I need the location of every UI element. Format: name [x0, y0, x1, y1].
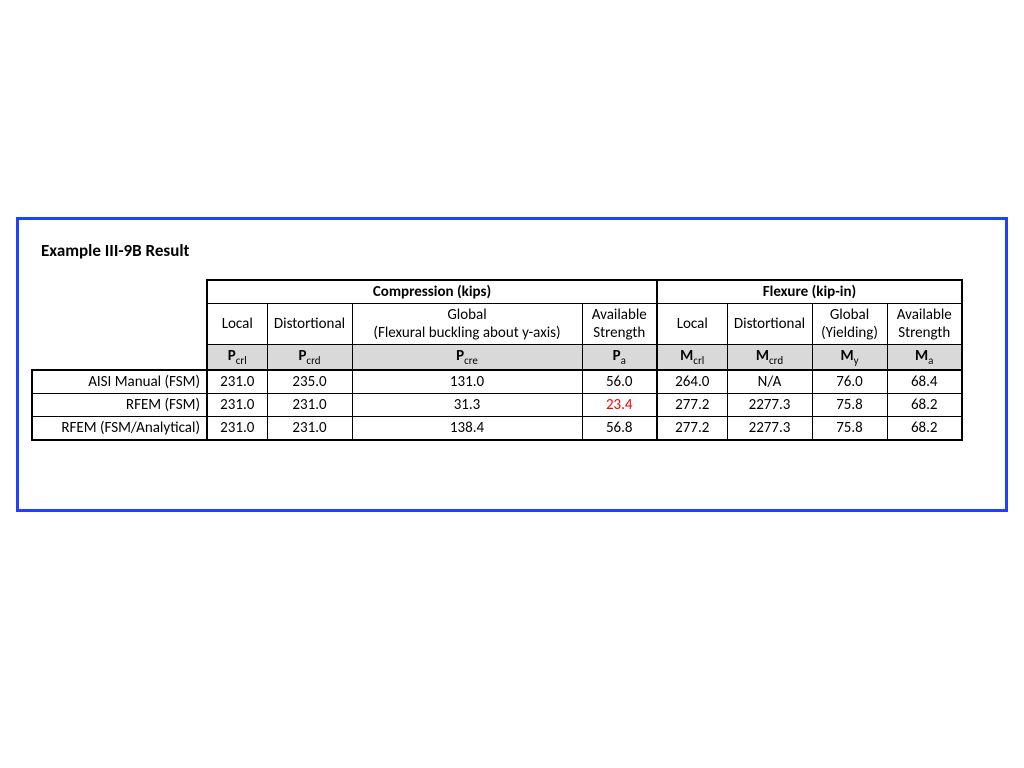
col-global-flex: Global (Yielding) — [812, 304, 887, 345]
header-row-symbols: Pcrl Pcrd Pcre Pa Mcrl Mcrd My Ma — [32, 345, 962, 371]
col-global-comp-l1: Global — [447, 306, 486, 324]
cell: 231.0 — [267, 417, 352, 441]
col-global-flex-l1: Global — [830, 306, 869, 324]
cell: 231.0 — [207, 370, 267, 394]
col-available-flex-l2: Strength — [898, 324, 950, 342]
flexure-header: Flexure (kip-in) — [657, 280, 962, 304]
result-table: Compression (kips) Flexure (kip-in) Loca… — [31, 279, 963, 441]
cell: 56.0 — [582, 370, 657, 394]
table-row: AISI Manual (FSM) 231.0 235.0 131.0 56.0… — [32, 370, 962, 394]
sym-ma: Ma — [887, 345, 962, 371]
cell: N/A — [727, 370, 812, 394]
col-global-comp: Global (Flexural buckling about y-axis) — [352, 304, 582, 345]
header-row-groups: Compression (kips) Flexure (kip-in) — [32, 280, 962, 304]
cell: 2277.3 — [727, 394, 812, 417]
cell: 235.0 — [267, 370, 352, 394]
sym-pcrl: Pcrl — [207, 345, 267, 371]
col-distortional-flex: Distortional — [727, 304, 812, 345]
col-available-flex-l1: Available — [897, 306, 952, 324]
cell: 231.0 — [267, 394, 352, 417]
col-available-comp-l2: Strength — [593, 324, 645, 342]
col-global-comp-l2: (Flexural buckling about y-axis) — [373, 324, 560, 342]
sym-pcrd: Pcrd — [267, 345, 352, 371]
cell: 131.0 — [352, 370, 582, 394]
cell: 75.8 — [812, 394, 887, 417]
cell-highlight: 23.4 — [582, 394, 657, 417]
cell: 277.2 — [657, 394, 727, 417]
table-row: RFEM (FSM/Analytical) 231.0 231.0 138.4 … — [32, 417, 962, 441]
sym-mcrl: Mcrl — [657, 345, 727, 371]
col-available-comp: Available Strength — [582, 304, 657, 345]
cell: 68.4 — [887, 370, 962, 394]
row-label: AISI Manual (FSM) — [32, 370, 207, 394]
cell: 231.0 — [207, 417, 267, 441]
cell: 56.8 — [582, 417, 657, 441]
page-title: Example III-9B Result — [31, 240, 993, 261]
col-distortional-comp: Distortional — [267, 304, 352, 345]
row-label: RFEM (FSM) — [32, 394, 207, 417]
cell: 277.2 — [657, 417, 727, 441]
sym-pcre: Pcre — [352, 345, 582, 371]
compression-header: Compression (kips) — [207, 280, 657, 304]
cell: 76.0 — [812, 370, 887, 394]
table-row: RFEM (FSM) 231.0 231.0 31.3 23.4 277.2 2… — [32, 394, 962, 417]
result-frame: Example III-9B Result Compression (kips)… — [16, 217, 1008, 512]
cell: 138.4 — [352, 417, 582, 441]
sym-my: My — [812, 345, 887, 371]
cell: 75.8 — [812, 417, 887, 441]
cell: 31.3 — [352, 394, 582, 417]
cell: 2277.3 — [727, 417, 812, 441]
cell: 231.0 — [207, 394, 267, 417]
col-local-flex: Local — [657, 304, 727, 345]
cell: 264.0 — [657, 370, 727, 394]
col-available-flex: Available Strength — [887, 304, 962, 345]
row-label: RFEM (FSM/Analytical) — [32, 417, 207, 441]
cell: 68.2 — [887, 417, 962, 441]
cell: 68.2 — [887, 394, 962, 417]
sym-mcrd: Mcrd — [727, 345, 812, 371]
col-available-comp-l1: Available — [592, 306, 647, 324]
col-global-flex-l2: (Yielding) — [821, 324, 878, 342]
header-row-sub: Local Distortional Global (Flexural buck… — [32, 304, 962, 345]
col-local-comp: Local — [207, 304, 267, 345]
sym-pa: Pa — [582, 345, 657, 371]
